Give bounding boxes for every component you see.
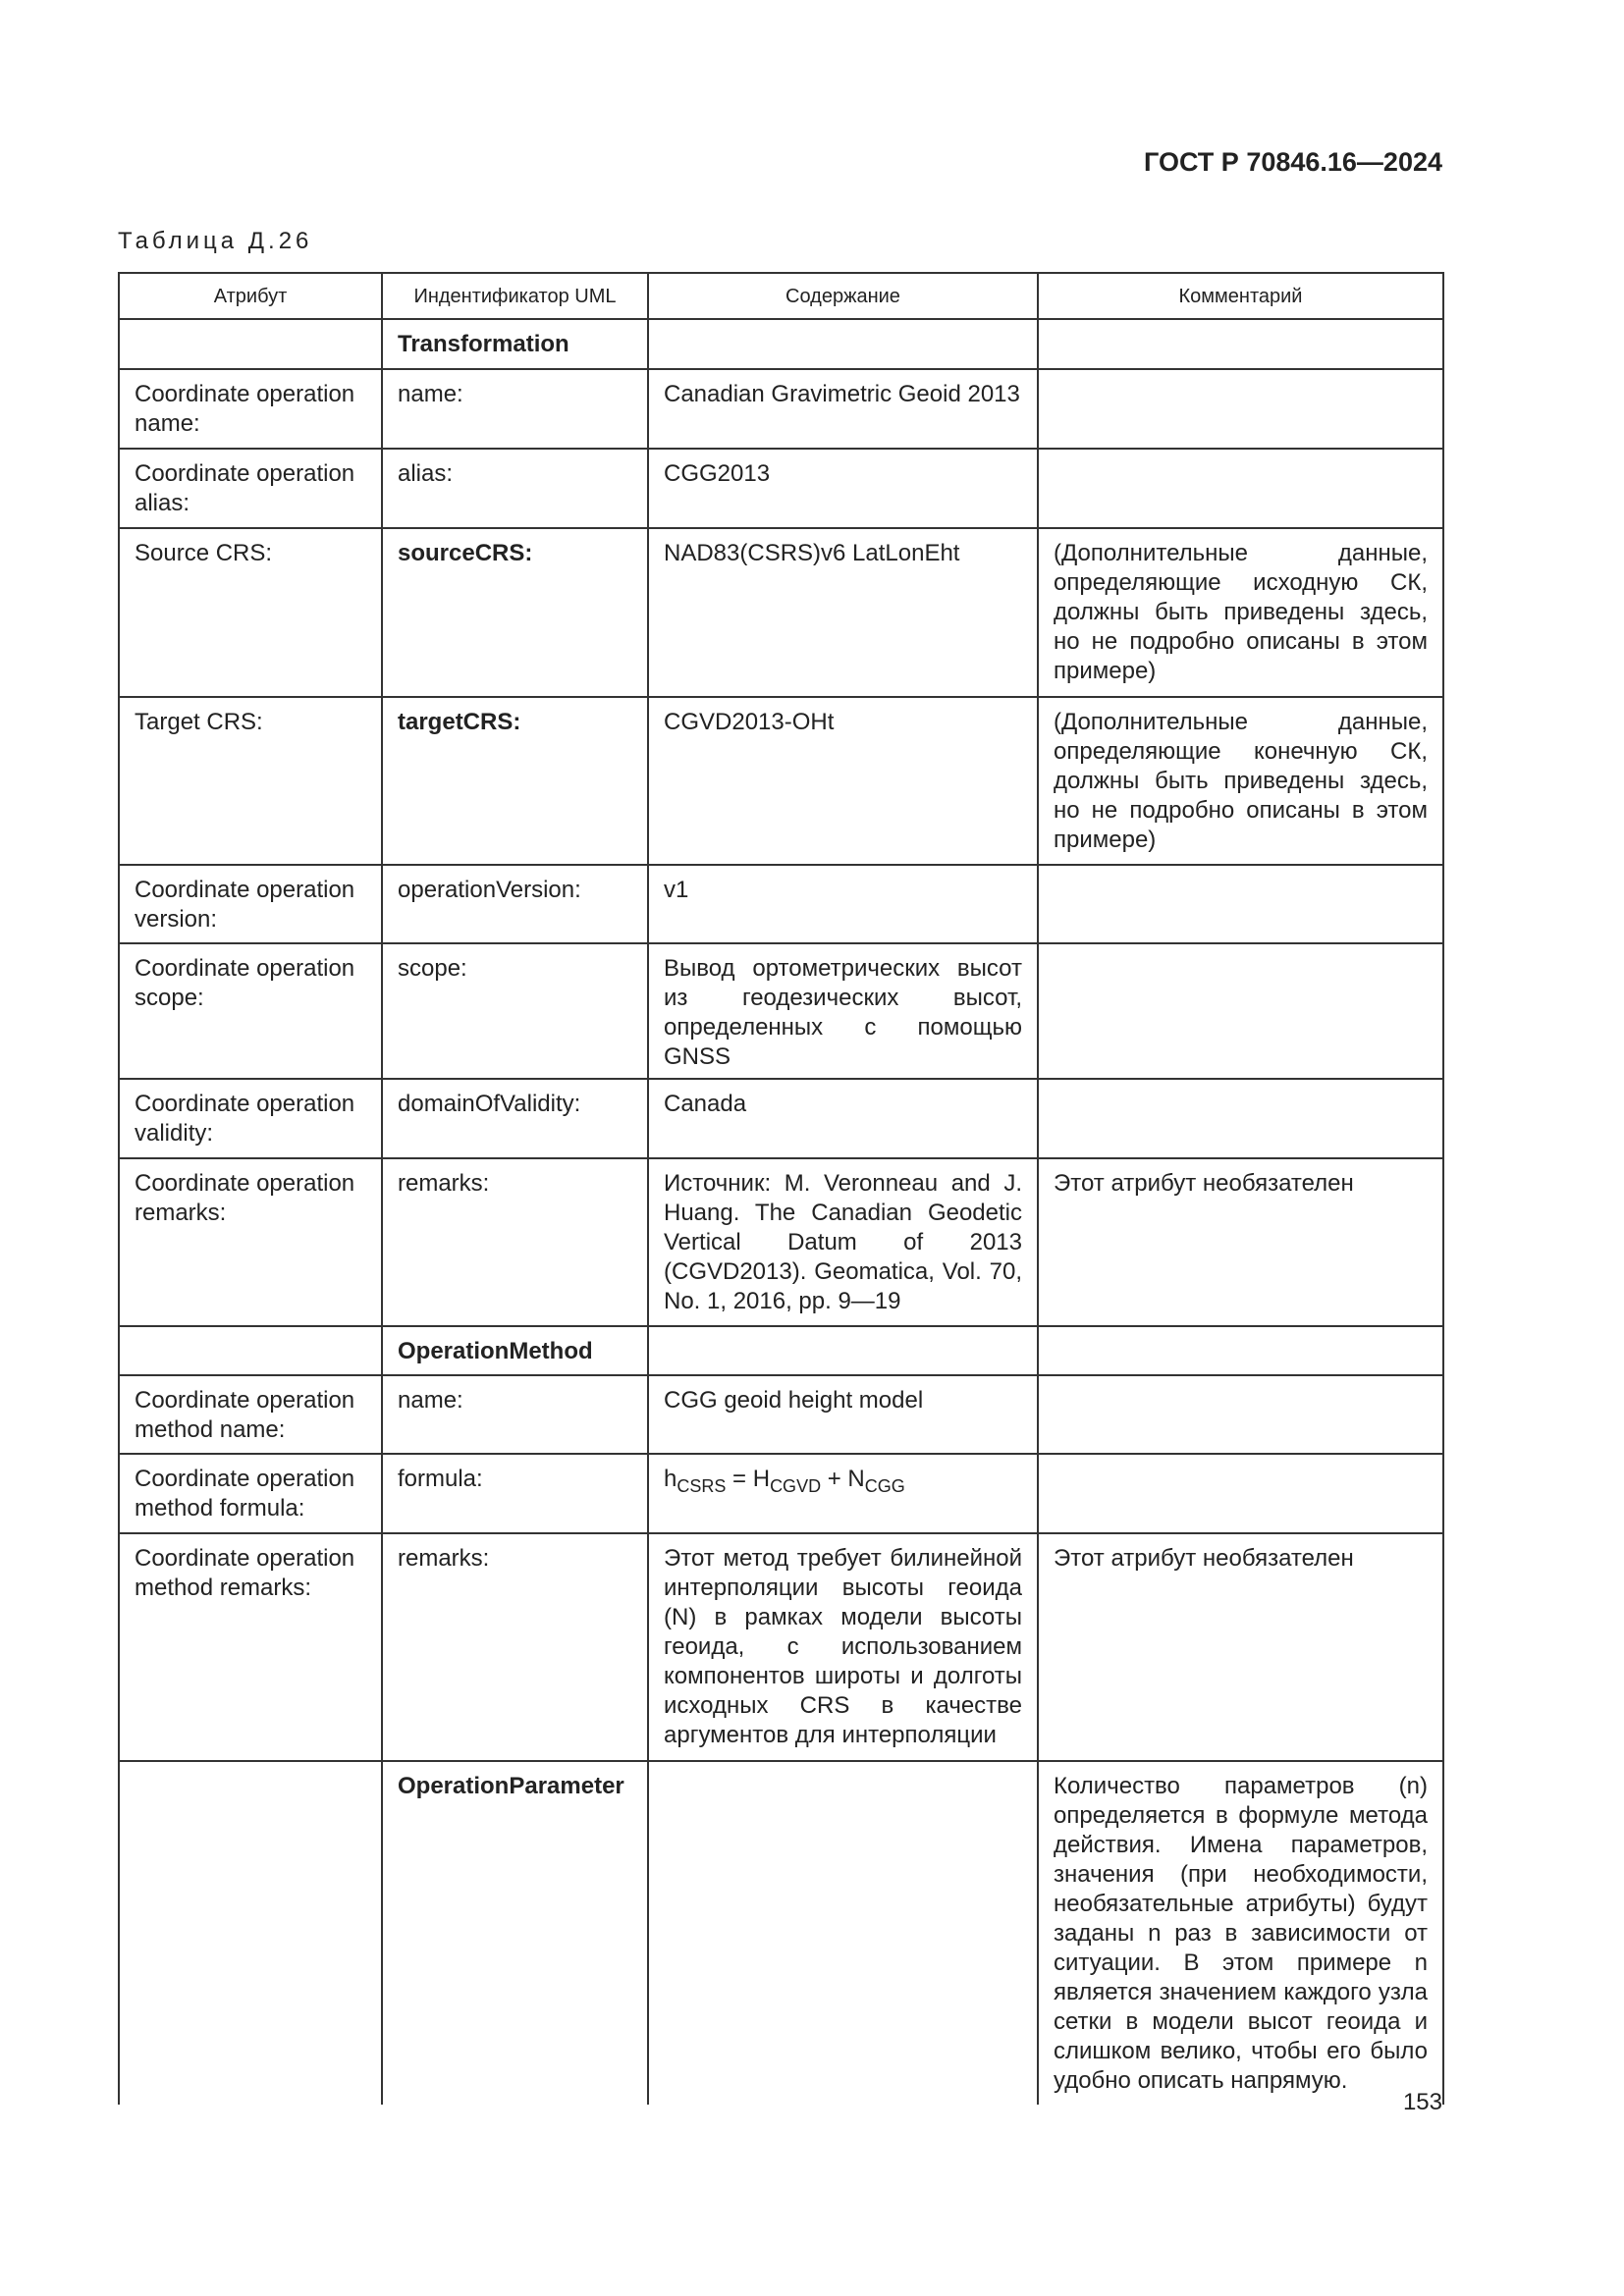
table-cell: operationVersion:: [381, 864, 649, 944]
table-cell: name:: [381, 368, 649, 450]
table-cell: NAD83(CSRS)v6 LatLonEht: [647, 527, 1039, 698]
table-cell: [1037, 1325, 1444, 1376]
table-cell: [1037, 1453, 1444, 1534]
table-cell: Target CRS:: [118, 696, 383, 866]
table-cell: CGG geoid height model: [647, 1374, 1039, 1455]
table-cell: CGVD2013-OHt: [647, 696, 1039, 866]
table-cell: Coordinate operation scope:: [118, 942, 383, 1080]
formula-subscript: CGG: [864, 1476, 905, 1496]
table-cell: [1037, 942, 1444, 1080]
column-header: Индентификатор UML: [381, 272, 649, 320]
column-header: Комментарий: [1037, 272, 1444, 320]
table-cell: [647, 1760, 1039, 2105]
formula-text: + N: [821, 1466, 865, 1492]
table-cell: Transformation: [381, 318, 649, 370]
column-header: Атрибут: [118, 272, 383, 320]
table-cell: OperationParameter: [381, 1760, 649, 2105]
table-cell: Canadian Gravimetric Geoid 2013: [647, 368, 1039, 450]
table-cell: [1037, 318, 1444, 370]
document-id: ГОСТ Р 70846.16—2024: [1144, 147, 1442, 177]
table-cell: [1037, 368, 1444, 450]
table-cell: (Дополнительные данные, определяющие кон…: [1037, 696, 1444, 866]
table-cell: Coordinate operation method name:: [118, 1374, 383, 1455]
table-cell: v1: [647, 864, 1039, 944]
table-cell: [118, 1325, 383, 1376]
table-caption: Таблица Д.26: [118, 228, 313, 254]
table-cell: domainOfValidity:: [381, 1078, 649, 1159]
table-row: Coordinate operation validity: domainOfVa…: [118, 1078, 1444, 1159]
table-cell: alias:: [381, 448, 649, 529]
table-row: Coordinate operation scope: scope: Вывод о…: [118, 942, 1444, 1080]
table-cell: Coordinate operation remarks:: [118, 1157, 383, 1327]
table-row: Coordinate operation method remarks: rema…: [118, 1532, 1444, 1762]
formula-subscript: CGVD: [770, 1476, 822, 1496]
table-row: OperationMethod: [118, 1325, 1444, 1376]
table-row: OperationParameter Количество параметров …: [118, 1760, 1444, 2105]
table-cell: Canada: [647, 1078, 1039, 1159]
table-row: Coordinate operation version: operationVe…: [118, 864, 1444, 944]
table-row: Coordinate operation remarks: remarks: Ист…: [118, 1157, 1444, 1327]
table-cell: Source CRS:: [118, 527, 383, 698]
formula-text: h: [664, 1466, 677, 1492]
table-cell: Вывод ортометрических высот из геодезиче…: [647, 942, 1039, 1080]
table-cell: OperationMethod: [381, 1325, 649, 1376]
table-cell: Этот метод требует билинейной интерполяц…: [647, 1532, 1039, 1762]
table-cell: CGG2013: [647, 448, 1039, 529]
table-cell: (Дополнительные данные, определяющие исх…: [1037, 527, 1444, 698]
table-row: Coordinate operation method name: name: CG…: [118, 1374, 1444, 1455]
table-cell: Этот атрибут необязателен: [1037, 1157, 1444, 1327]
table-row: Coordinate operation name: name: Canadian …: [118, 368, 1444, 450]
formula-cell: hCSRS = HCGVD + NCGG: [647, 1453, 1039, 1534]
table-cell: Coordinate operation method remarks:: [118, 1532, 383, 1762]
table-cell: targetCRS:: [381, 696, 649, 866]
table-cell: Количество параметров (n) определяется в…: [1037, 1760, 1444, 2105]
table-cell: [1037, 864, 1444, 944]
table-cell: remarks:: [381, 1157, 649, 1327]
table-cell: [118, 1760, 383, 2105]
table-cell: remarks:: [381, 1532, 649, 1762]
header-row: Атрибут Индентификатор UML Содержание Комме…: [118, 272, 1444, 320]
table-cell: sourceCRS:: [381, 527, 649, 698]
table-cell: [1037, 448, 1444, 529]
table-cell: Источник: M. Veronneau and J. Huang. The…: [647, 1157, 1039, 1327]
table-cell: [647, 318, 1039, 370]
attribute-table: Атрибут Индентификатор UML Содержание Комме…: [118, 272, 1444, 2105]
table-cell: [118, 318, 383, 370]
table-cell: Coordinate operation name:: [118, 368, 383, 450]
table-cell: name:: [381, 1374, 649, 1455]
table-cell: [1037, 1374, 1444, 1455]
table-row: Source CRS: sourceCRS: NAD83(CSRS)v6 LatLo…: [118, 527, 1444, 698]
table-cell: Этот атрибут необязателен: [1037, 1532, 1444, 1762]
table-cell: [647, 1325, 1039, 1376]
table-cell: Coordinate operation version:: [118, 864, 383, 944]
table-row: Target CRS: targetCRS: CGVD2013-OHt (Дополн…: [118, 696, 1444, 866]
table-row: Coordinate operation alias: alias: CGG2013: [118, 448, 1444, 529]
table-row: Coordinate operation method formula: form…: [118, 1453, 1444, 1534]
formula-subscript: CSRS: [677, 1476, 727, 1496]
table-cell: [1037, 1078, 1444, 1159]
column-header: Содержание: [647, 272, 1039, 320]
table-cell: Coordinate operation alias:: [118, 448, 383, 529]
table-cell: formula:: [381, 1453, 649, 1534]
table-cell: Coordinate operation validity:: [118, 1078, 383, 1159]
page-number: 153: [1402, 2089, 1442, 2115]
table-row: Transformation: [118, 318, 1444, 370]
formula-text: = H: [726, 1466, 771, 1492]
table-cell: Coordinate operation method formula:: [118, 1453, 383, 1534]
table-cell: scope:: [381, 942, 649, 1080]
